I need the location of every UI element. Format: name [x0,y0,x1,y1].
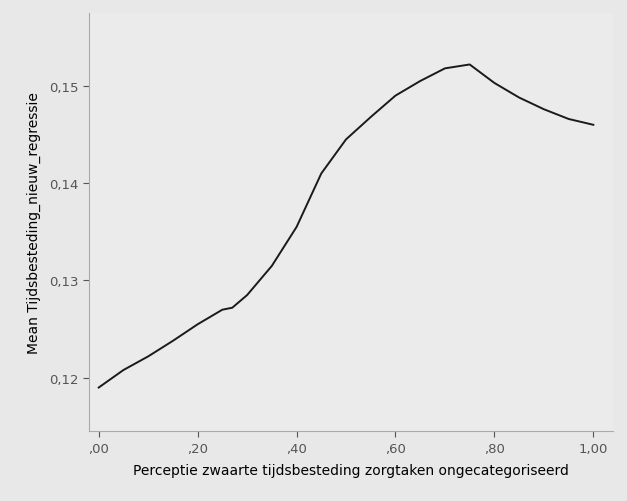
X-axis label: Perceptie zwaarte tijdsbesteding zorgtaken ongecategoriseerd: Perceptie zwaarte tijdsbesteding zorgtak… [133,463,569,477]
Y-axis label: Mean Tijdsbesteding_nieuw_regressie: Mean Tijdsbesteding_nieuw_regressie [26,92,41,353]
